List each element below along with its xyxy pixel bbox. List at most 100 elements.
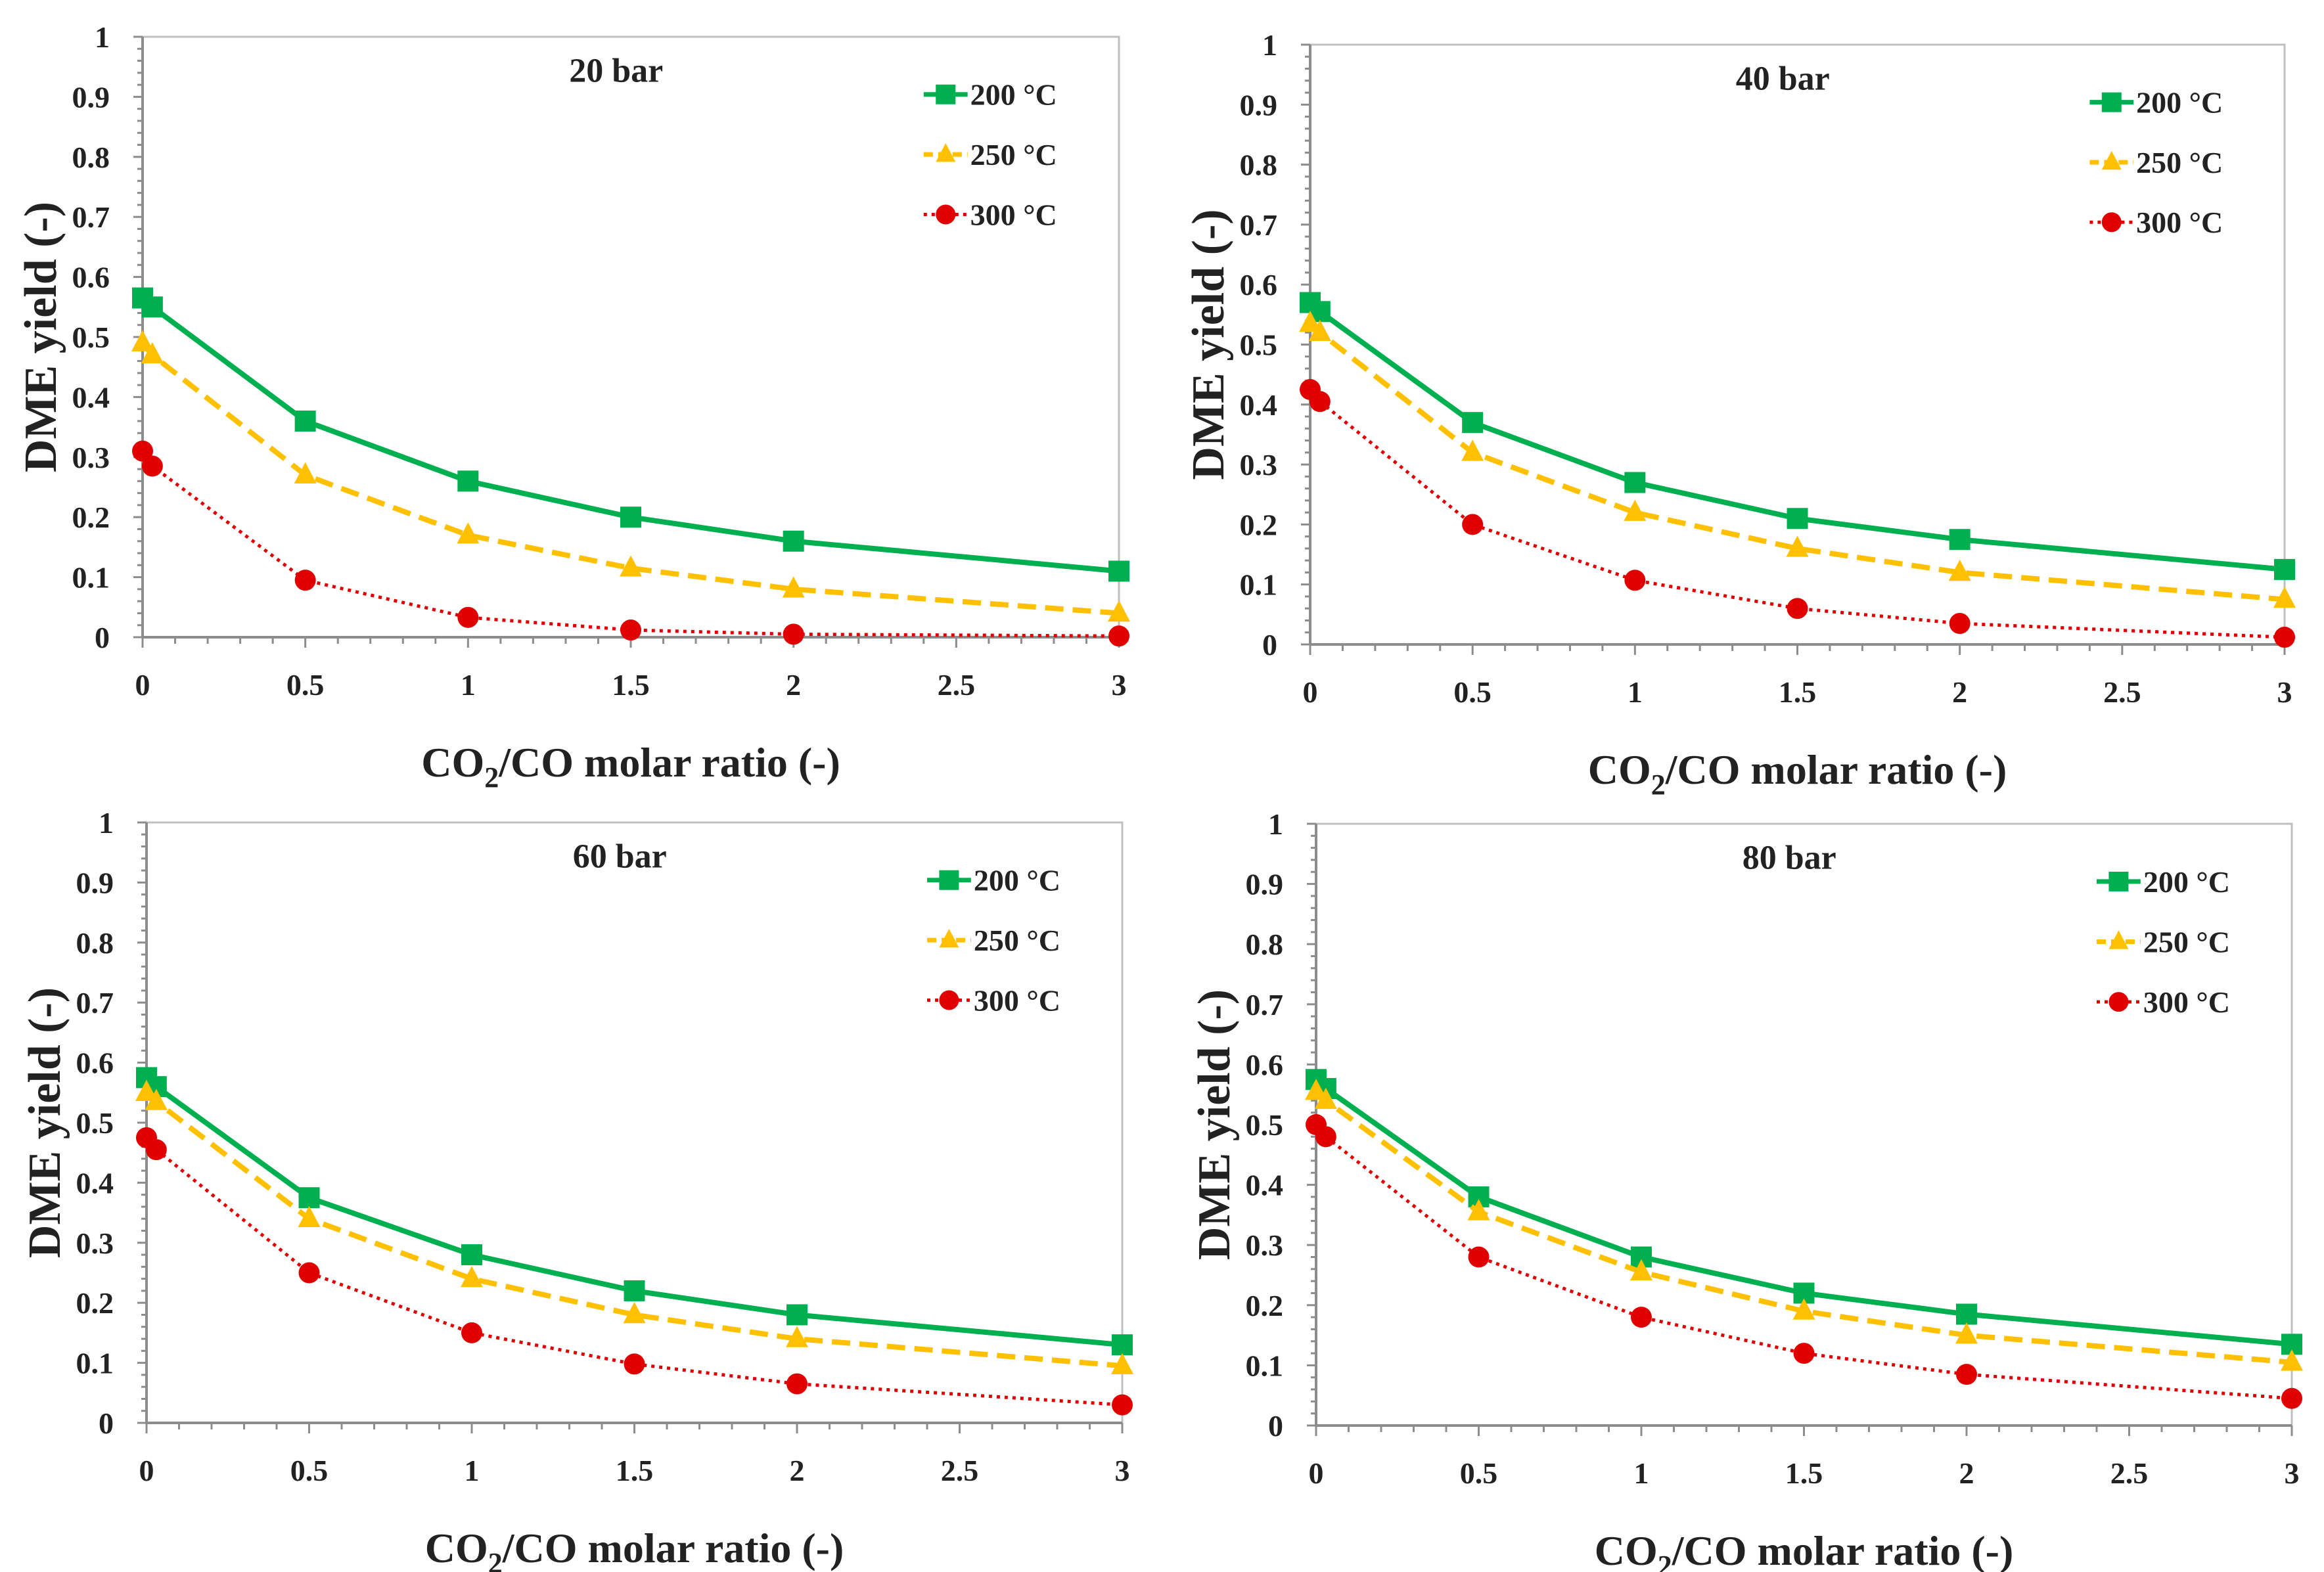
y-tick-label: 0.7 bbox=[1240, 208, 1278, 242]
series-300C bbox=[132, 440, 1129, 647]
data-point-circle bbox=[132, 440, 153, 462]
data-point-triangle bbox=[1108, 600, 1130, 622]
x-tick-label: 2.5 bbox=[938, 668, 976, 702]
panel-title: 80 bar bbox=[1743, 840, 1836, 877]
data-point-circle bbox=[2274, 627, 2295, 648]
data-point-circle bbox=[786, 1373, 808, 1395]
legend-label: 250 °C bbox=[970, 138, 1057, 171]
data-point-circle bbox=[1462, 514, 1484, 535]
x-tick-label: 1.5 bbox=[612, 668, 650, 702]
legend-label: 300 °C bbox=[2136, 206, 2223, 239]
y-tick-label: 0.3 bbox=[1246, 1228, 1284, 1262]
x-tick-label: 2 bbox=[1959, 1456, 1974, 1490]
y-axis-title: DME yield (-) bbox=[20, 987, 70, 1258]
data-point-circle bbox=[1956, 1364, 1977, 1385]
data-point-square bbox=[1108, 560, 1129, 582]
legend-label: 250 °C bbox=[2143, 926, 2230, 959]
y-tick-label: 0 bbox=[1262, 628, 1277, 662]
x-tick-label: 0.5 bbox=[1453, 675, 1492, 709]
series-300C bbox=[136, 1127, 1133, 1416]
x-tick-label: 1 bbox=[461, 668, 476, 702]
y-tick-label: 0.4 bbox=[76, 1166, 114, 1200]
data-point-triangle bbox=[141, 342, 164, 364]
legend-label: 300 °C bbox=[970, 198, 1057, 232]
y-tick-label: 0.6 bbox=[1240, 268, 1278, 302]
x-axis-title-subscript: 2 bbox=[488, 1547, 503, 1572]
legend-item: 250 °C bbox=[2089, 146, 2223, 179]
x-tick-label: 1.5 bbox=[1785, 1456, 1823, 1490]
data-point-square bbox=[141, 296, 163, 318]
data-point-triangle bbox=[1948, 559, 1971, 581]
data-point-square bbox=[2101, 92, 2122, 112]
series-250C bbox=[1299, 310, 2296, 608]
y-tick-label: 0.9 bbox=[1246, 868, 1284, 901]
data-point-square bbox=[457, 470, 479, 492]
chart-panel-20-bar: 0 0.5 1 1.5 2 2.5 3 0 0.1 0.2 0.3 0.4 0.5 0.6 0.7 0.8 0.… bbox=[16, 20, 1130, 794]
data-point-triangle bbox=[294, 462, 317, 483]
data-point-triangle bbox=[936, 143, 956, 162]
data-point-triangle bbox=[623, 1301, 646, 1324]
data-point-triangle bbox=[1786, 535, 1809, 557]
legend-label: 200 °C bbox=[2143, 865, 2230, 899]
x-axis-title-part: /CO molar ratio (-) bbox=[1672, 1527, 2014, 1572]
data-point-triangle bbox=[457, 522, 480, 544]
data-point-triangle bbox=[1624, 499, 1647, 521]
data-point-square bbox=[624, 1280, 645, 1301]
y-tick-label: 0.9 bbox=[72, 80, 110, 114]
x-tick-label: 0.5 bbox=[286, 668, 325, 702]
y-tick-label: 0.2 bbox=[72, 501, 110, 534]
data-point-circle bbox=[1309, 391, 1331, 413]
data-point-triangle bbox=[782, 576, 805, 598]
data-point-circle bbox=[457, 606, 479, 628]
x-tick-label: 1.5 bbox=[1779, 675, 1817, 709]
x-axis-title-subscript: 2 bbox=[484, 761, 499, 794]
y-tick-label: 0.2 bbox=[76, 1286, 114, 1320]
data-point-square bbox=[1787, 508, 1808, 529]
x-tick-label: 0.5 bbox=[1460, 1456, 1498, 1490]
data-point-triangle bbox=[1305, 1079, 1327, 1100]
x-tick-label: 0 bbox=[1303, 675, 1318, 709]
x-axis-title-part: CO bbox=[1595, 1527, 1658, 1572]
data-point-square bbox=[461, 1244, 482, 1266]
y-tick-label: 0.8 bbox=[1240, 148, 1278, 182]
y-tick-label: 0.4 bbox=[1246, 1169, 1284, 1202]
y-tick-label: 0.3 bbox=[76, 1226, 114, 1260]
legend-label: 200 °C bbox=[2136, 86, 2223, 120]
series-300C bbox=[1306, 1114, 2302, 1409]
series-250C bbox=[1305, 1079, 2303, 1371]
y-tick-label: 0.7 bbox=[76, 986, 114, 1020]
data-point-triangle bbox=[2108, 930, 2129, 949]
x-axis-title: CO2/CO molar ratio (-) bbox=[1588, 746, 2007, 801]
data-point-circle bbox=[1468, 1246, 1490, 1268]
y-tick-label: 0.6 bbox=[1246, 1048, 1284, 1081]
y-tick-label: 0.5 bbox=[76, 1106, 114, 1140]
x-tick-label: 1.5 bbox=[616, 1454, 654, 1487]
x-axis-title: CO2/CO molar ratio (-) bbox=[421, 739, 840, 794]
y-tick-label: 0.6 bbox=[72, 261, 110, 294]
data-point-square bbox=[298, 1187, 320, 1209]
data-point-circle bbox=[145, 1139, 167, 1161]
data-point-circle bbox=[1631, 1307, 1652, 1328]
y-tick-label: 1 bbox=[99, 806, 114, 840]
y-tick-label: 0 bbox=[99, 1406, 114, 1440]
legend-label: 250 °C bbox=[974, 924, 1060, 957]
data-point-triangle bbox=[1792, 1298, 1815, 1320]
legend-item: 250 °C bbox=[927, 924, 1060, 957]
panel-title: 20 bar bbox=[569, 53, 663, 90]
x-tick-label: 2 bbox=[1952, 675, 1967, 709]
x-tick-label: 2 bbox=[790, 1454, 805, 1487]
x-tick-label: 1 bbox=[1634, 1456, 1649, 1490]
legend-item: 300 °C bbox=[2089, 206, 2223, 239]
data-point-triangle bbox=[461, 1266, 483, 1288]
y-tick-label: 0.4 bbox=[72, 380, 110, 414]
data-point-triangle bbox=[1467, 1199, 1490, 1221]
data-point-triangle bbox=[2101, 150, 2122, 170]
x-tick-label: 2 bbox=[786, 668, 801, 702]
data-point-circle bbox=[620, 619, 641, 641]
data-point-square bbox=[786, 1304, 808, 1326]
y-tick-label: 1 bbox=[1262, 28, 1277, 62]
legend-item: 300 °C bbox=[923, 198, 1057, 232]
x-tick-label: 3 bbox=[1112, 668, 1127, 702]
legend-item: 250 °C bbox=[923, 138, 1057, 171]
